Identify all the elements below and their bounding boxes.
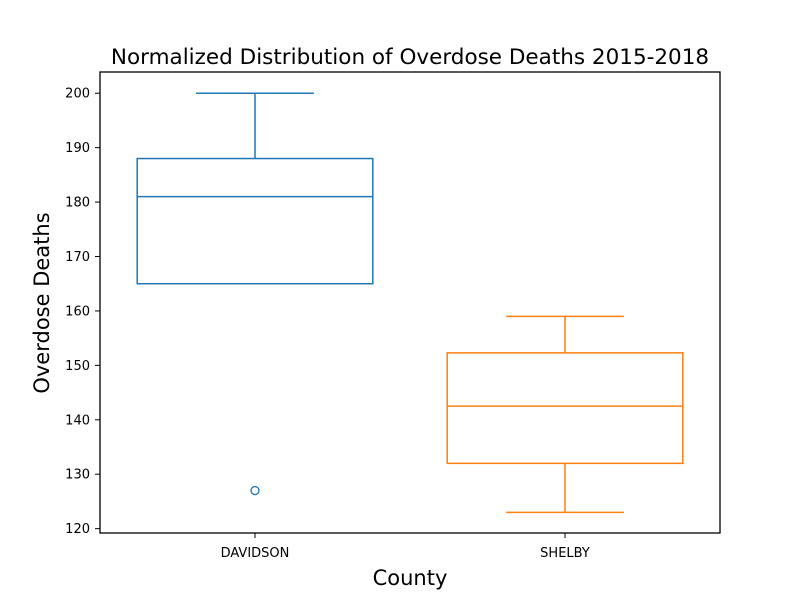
plot-layer: 120 130 140 150 160 170 180 190 200 DAVIDSON SHELB…: [65, 87, 684, 561]
y-tick-label-140: 140: [65, 413, 90, 428]
chart-title: Normalized Distribution of Overdose Deat…: [111, 45, 709, 70]
box-davidson: [136, 157, 374, 285]
y-tick-label-200: 200: [65, 87, 90, 102]
y-tick-label-180: 180: [65, 196, 90, 211]
y-tick-label-170: 170: [65, 250, 90, 265]
x-axis-label: County: [373, 566, 448, 590]
y-axis-label: Overdose Deaths: [30, 212, 54, 393]
x-tick-label-shelby: SHELBY: [540, 546, 590, 561]
y-tick-label-120: 120: [65, 522, 90, 537]
y-tick-label-130: 130: [65, 468, 90, 483]
y-tick-label-190: 190: [65, 141, 90, 156]
outlier-point-davidson-0: [250, 485, 260, 496]
x-tick-label-davidson: DAVIDSON: [221, 546, 290, 561]
box-shelby: [446, 352, 684, 465]
y-tick-label-160: 160: [65, 304, 90, 319]
y-tick-label-150: 150: [65, 359, 90, 374]
plot-frame: [99, 71, 721, 534]
